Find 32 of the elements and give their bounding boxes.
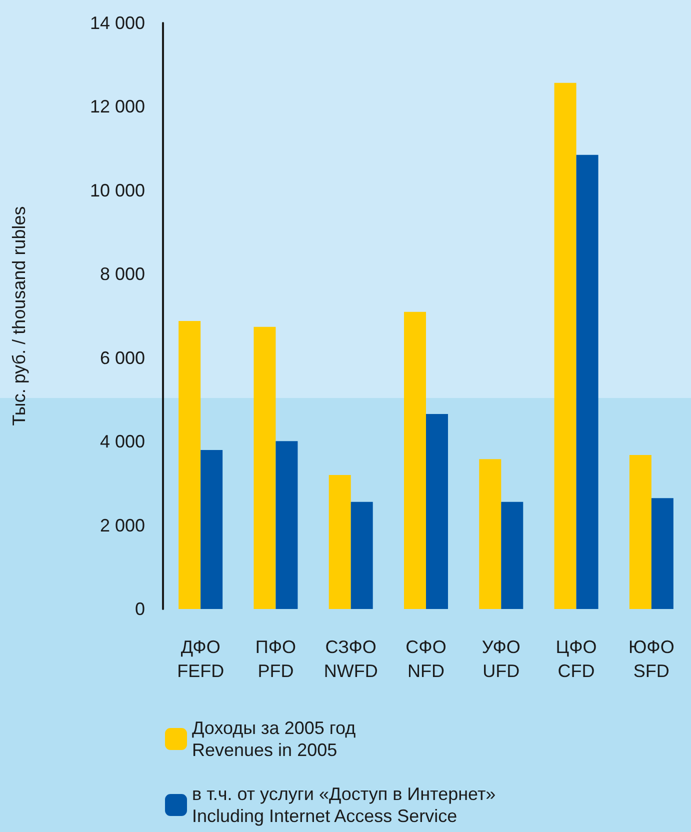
x-tick-label: СФО NFD bbox=[406, 637, 446, 681]
x-tick-label: УФО UFD bbox=[482, 637, 520, 681]
x-tick-label: ЮФО SFD bbox=[628, 637, 674, 681]
y-tick-label: 4 000 bbox=[100, 432, 145, 452]
y-tick-label: 14 000 bbox=[90, 13, 145, 33]
x-tick-label: СЗФО NWFD bbox=[324, 637, 378, 681]
bar bbox=[254, 326, 276, 609]
bar bbox=[200, 450, 223, 609]
bar bbox=[328, 475, 351, 609]
bar bbox=[501, 502, 524, 609]
y-tick-label: 6 000 bbox=[100, 348, 145, 368]
x-tick-label: ЦФО CFD bbox=[556, 637, 597, 681]
y-tick-label: 10 000 bbox=[90, 180, 145, 200]
bar bbox=[276, 441, 298, 609]
bar bbox=[479, 459, 502, 609]
bar bbox=[426, 414, 448, 609]
y-tick-label: 0 bbox=[134, 599, 145, 619]
bar bbox=[554, 82, 576, 609]
y-tick-label: 12 000 bbox=[90, 96, 145, 117]
y-tick-label: 2 000 bbox=[100, 515, 145, 536]
bar bbox=[651, 498, 674, 609]
bar bbox=[178, 321, 201, 609]
legend-label: Доходы за 2005 год Revenues in 2005 bbox=[192, 718, 356, 760]
y-axis-title: Тыс. руб. / thousand rubles bbox=[9, 206, 29, 426]
bar bbox=[350, 502, 373, 609]
bar bbox=[404, 312, 426, 609]
legend-label: в т.ч. от услуги «Доступ в Интернет» Including Internet Access Service bbox=[192, 784, 496, 826]
x-tick-label: ПФО PFD bbox=[255, 637, 296, 681]
y-tick-label: 8 000 bbox=[100, 264, 145, 284]
bar bbox=[629, 454, 652, 609]
bar bbox=[576, 154, 598, 609]
x-tick-label: ДФО FEFD bbox=[177, 637, 224, 681]
